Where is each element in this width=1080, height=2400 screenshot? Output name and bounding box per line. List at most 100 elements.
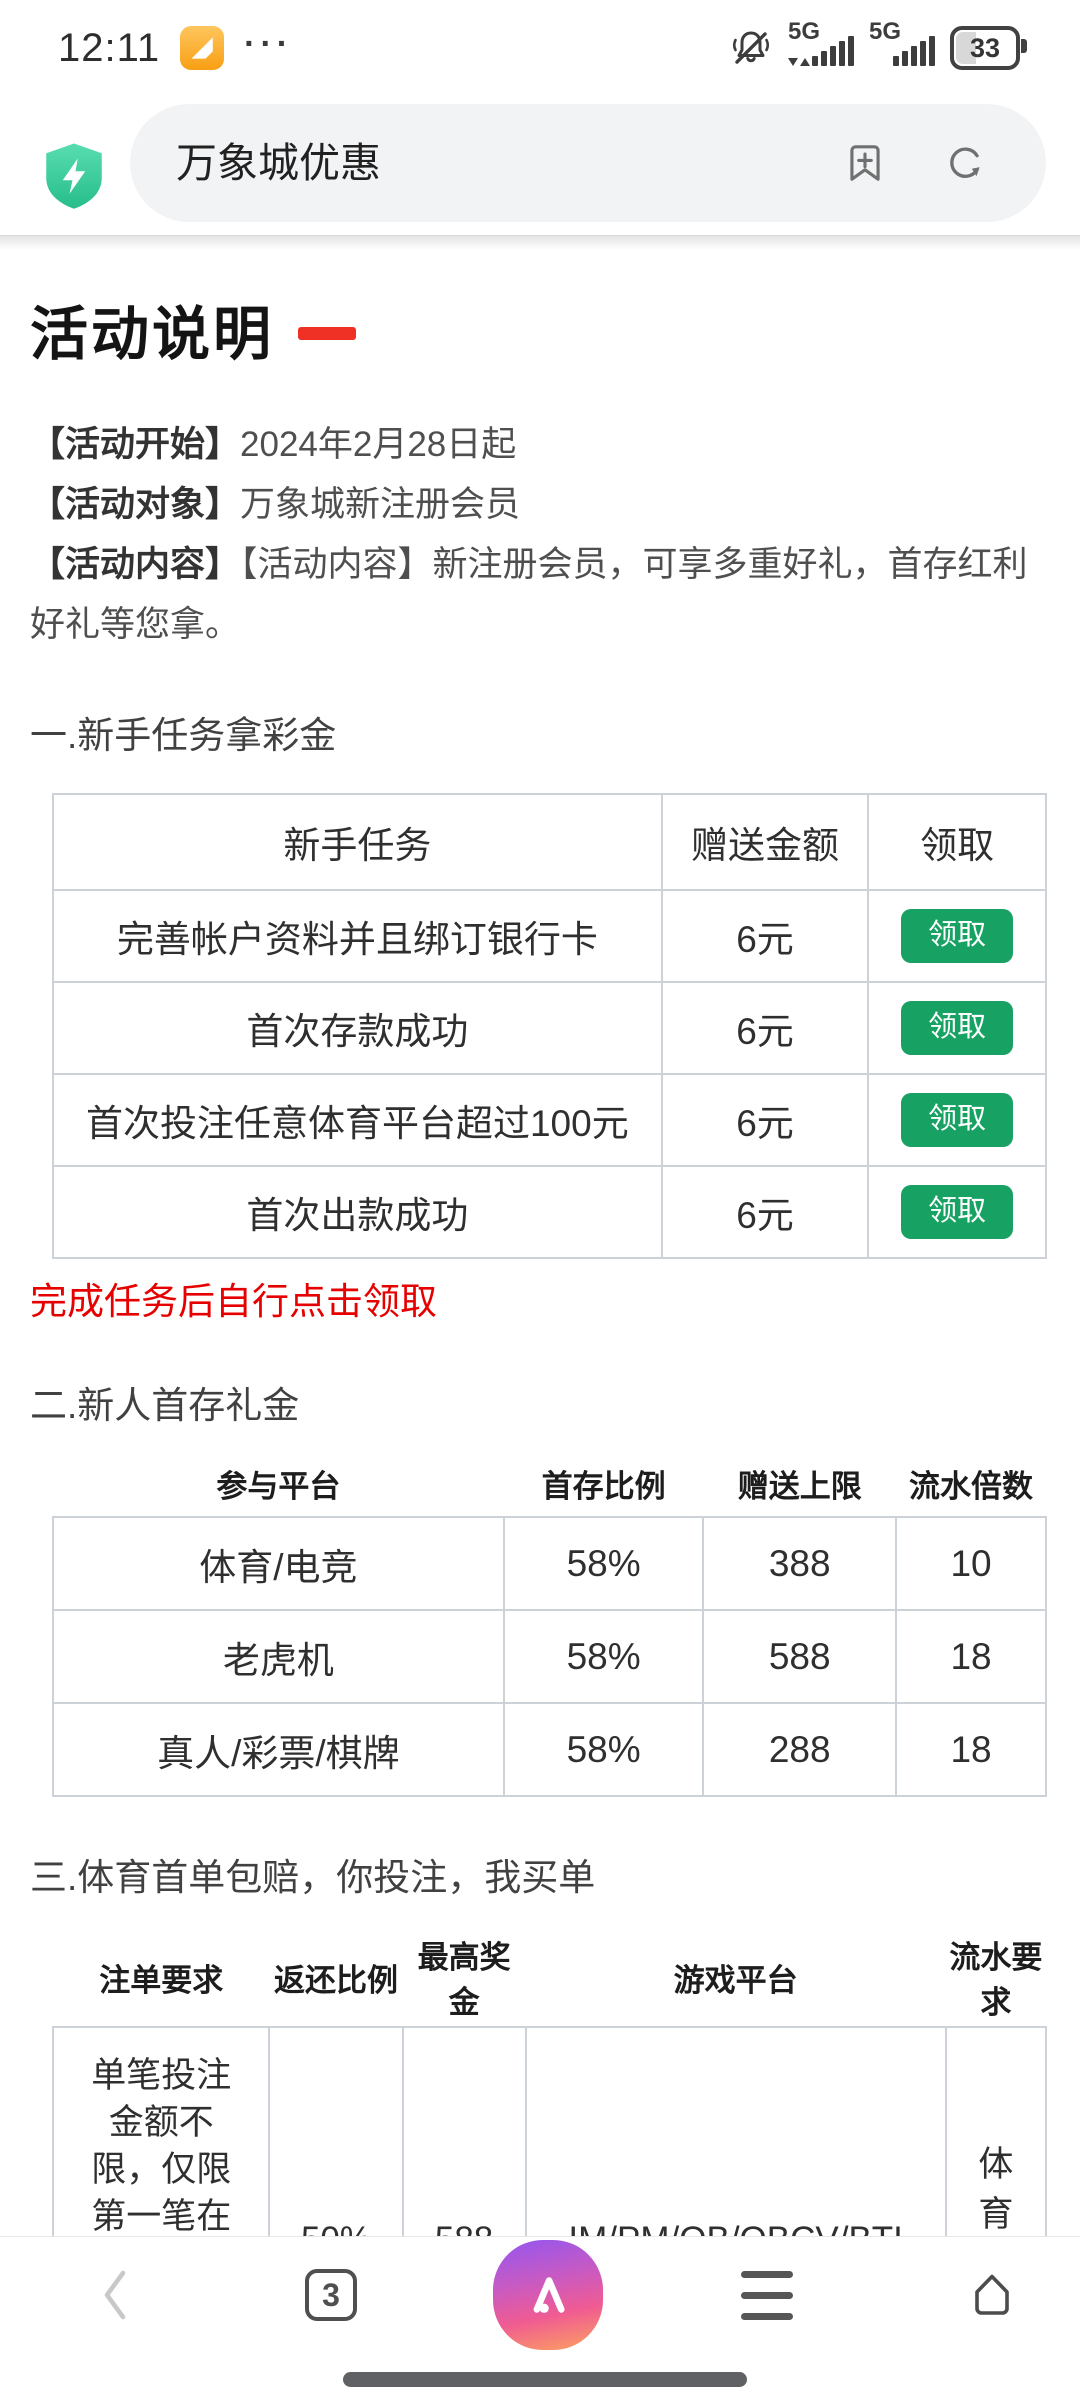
more-dots-icon: ··· <box>244 24 294 63</box>
section1-heading: 一.新手任务拿彩金 <box>30 715 337 756</box>
table-header-row: 参与平台 首存比例 赠送上限 流水倍数 <box>53 1453 1046 1517</box>
activity-info: 【活动开始】2024年2月28日起 【活动对象】万象城新注册会员 【活动内容】【… <box>30 415 1050 655</box>
col-header: 首存比例 <box>541 1468 666 1504</box>
col-header: 参与平台 <box>216 1468 341 1504</box>
action-cell: 领取 <box>867 1165 1047 1259</box>
refresh-icon[interactable] <box>942 140 988 186</box>
col-header: 最高奖金 <box>417 1940 511 2020</box>
signal-bars-icon <box>812 36 854 66</box>
signal-5g-icon-2: 5G <box>869 18 935 76</box>
limit-cell: 388 <box>702 1516 898 1611</box>
col-header: 赠送上限 <box>737 1468 862 1504</box>
table-row: 真人/彩票/棋牌 58% 288 18 <box>52 1702 1047 1797</box>
col-header: 赠送金额 <box>660 793 870 891</box>
claim-button[interactable]: 领取 <box>901 909 1014 963</box>
amount-cell: 6元 <box>660 1165 870 1259</box>
page-title: 活动说明 <box>30 302 275 367</box>
first-deposit-table: 参与平台 首存比例 赠送上限 流水倍数 体育/电竞 58% 388 10 老虎机… <box>52 1453 1047 1797</box>
status-left: 12:11 ··· <box>58 0 293 96</box>
action-cell: 领取 <box>867 981 1047 1075</box>
info-line: 【活动内容】【活动内容】新注册会员，可享多重好礼，首存红利好礼等您拿。 <box>30 535 1050 655</box>
platform-cell: 体育/电竞 <box>52 1516 505 1611</box>
mute-icon <box>733 31 769 64</box>
title-dash <box>298 326 357 340</box>
table-row: 老虎机 58% 588 18 <box>52 1609 1047 1704</box>
limit-cell: 288 <box>702 1702 898 1797</box>
tabs-button[interactable]: 3 <box>305 2269 357 2321</box>
signal-5g-icon-1: 5G <box>788 18 854 76</box>
col-header: 返还比例 <box>273 1962 398 1998</box>
table-row: 首次出款成功 6元 领取 <box>52 1165 1047 1259</box>
turnover-cell: 18 <box>895 1702 1047 1797</box>
claim-button[interactable]: 领取 <box>901 1093 1014 1147</box>
home-icon[interactable] <box>964 2267 1020 2323</box>
platform-cell: 真人/彩票/棋牌 <box>52 1702 505 1797</box>
section2-heading: 二.新人首存礼金 <box>30 1385 300 1426</box>
tab-count: 3 <box>322 2276 340 2313</box>
turnover-cell: 10 <box>895 1516 1047 1611</box>
task-cell: 首次存款成功 <box>52 981 663 1075</box>
amount-cell: 6元 <box>660 1073 870 1167</box>
action-cell: 领取 <box>867 1073 1047 1167</box>
newbie-task-table: 新手任务 赠送金额 领取 完善帐户资料并且绑订银行卡 6元 领取 首次存款成功 … <box>52 793 1047 1259</box>
info-text: 2024年2月28日起 <box>240 425 517 464</box>
signal-bars-icon <box>893 36 935 66</box>
battery-nub <box>1021 39 1027 53</box>
bookmark-add-icon[interactable] <box>842 140 888 186</box>
info-text: 【活动内容】新注册会员，可享多重好礼，首存红利好礼等您拿。 <box>30 545 1028 644</box>
ratio-cell: 58% <box>502 1516 705 1611</box>
browser-logo-button[interactable] <box>493 2240 603 2350</box>
info-text: 万象城新注册会员 <box>240 485 521 524</box>
amount-cell: 6元 <box>660 889 870 983</box>
browser-bar: 万象城优惠 <box>0 96 1080 236</box>
clock: 12:11 <box>58 25 161 70</box>
info-line: 【活动开始】2024年2月28日起 <box>30 415 1050 475</box>
task-cell: 首次出款成功 <box>52 1165 663 1259</box>
browser-nav-bar: 3 <box>0 2236 1080 2400</box>
section3-heading: 三.体育首单包赔，你投注，我买单 <box>30 1857 596 1898</box>
address-bar-query[interactable]: 万象城优惠 <box>176 140 381 186</box>
col-header: 游戏平台 <box>673 1962 798 1998</box>
table-row: 体育/电竞 58% 388 10 <box>52 1516 1047 1611</box>
table-header-row: 注单要求 返还比例 最高奖金 游戏平台 流水要求 <box>53 1931 1046 2027</box>
gesture-handle[interactable] <box>343 2372 747 2387</box>
action-cell: 领取 <box>867 889 1047 983</box>
claim-button[interactable]: 领取 <box>901 1001 1014 1055</box>
task-cell: 完善帐户资料并且绑订银行卡 <box>52 889 663 983</box>
platform-cell: 老虎机 <box>52 1609 505 1704</box>
browser-logo-icon <box>533 2277 565 2313</box>
page-content: 活动说明 【活动开始】2024年2月28日起 【活动对象】万象城新注册会员 【活… <box>0 249 1080 2400</box>
col-header: 流水要求 <box>949 1940 1043 2020</box>
claim-button[interactable]: 领取 <box>901 1185 1014 1239</box>
shield-icon[interactable] <box>38 138 110 212</box>
claim-note: 完成任务后自行点击领取 <box>30 1281 437 1322</box>
info-label: 【活动开始】 <box>30 425 241 464</box>
battery-fill <box>956 32 977 64</box>
table-row: 首次存款成功 6元 领取 <box>52 981 1047 1075</box>
col-header: 领取 <box>867 793 1047 891</box>
table-row: 首次投注任意体育平台超过100元 6元 领取 <box>52 1073 1047 1167</box>
info-label: 【活动对象】 <box>30 485 241 524</box>
info-label: 【活动内容】 <box>30 545 241 584</box>
title-row: 活动说明 <box>30 287 1080 371</box>
table-header-row: 新手任务 赠送金额 领取 <box>52 793 1047 891</box>
back-icon[interactable] <box>97 2267 133 2323</box>
col-header: 流水倍数 <box>909 1468 1034 1504</box>
col-header: 新手任务 <box>52 793 663 891</box>
col-header: 注单要求 <box>99 1962 224 1998</box>
address-bar[interactable]: 万象城优惠 <box>130 104 1046 222</box>
battery-icon: 33 <box>950 26 1027 70</box>
amount-cell: 6元 <box>660 981 870 1075</box>
info-line: 【活动对象】万象城新注册会员 <box>30 475 1050 535</box>
turnover-cell: 18 <box>895 1609 1047 1704</box>
menu-icon[interactable] <box>741 2271 793 2320</box>
table-row: 完善帐户资料并且绑订银行卡 6元 领取 <box>52 889 1047 983</box>
limit-cell: 588 <box>702 1609 898 1704</box>
notes-app-icon <box>180 26 225 70</box>
status-right: 5G 5G 33 <box>729 0 1030 96</box>
ratio-cell: 58% <box>502 1702 705 1797</box>
status-bar: 12:11 ··· 5G 5G 33 <box>0 0 1080 96</box>
page-top-shadow <box>0 235 1080 250</box>
ratio-cell: 58% <box>502 1609 705 1704</box>
